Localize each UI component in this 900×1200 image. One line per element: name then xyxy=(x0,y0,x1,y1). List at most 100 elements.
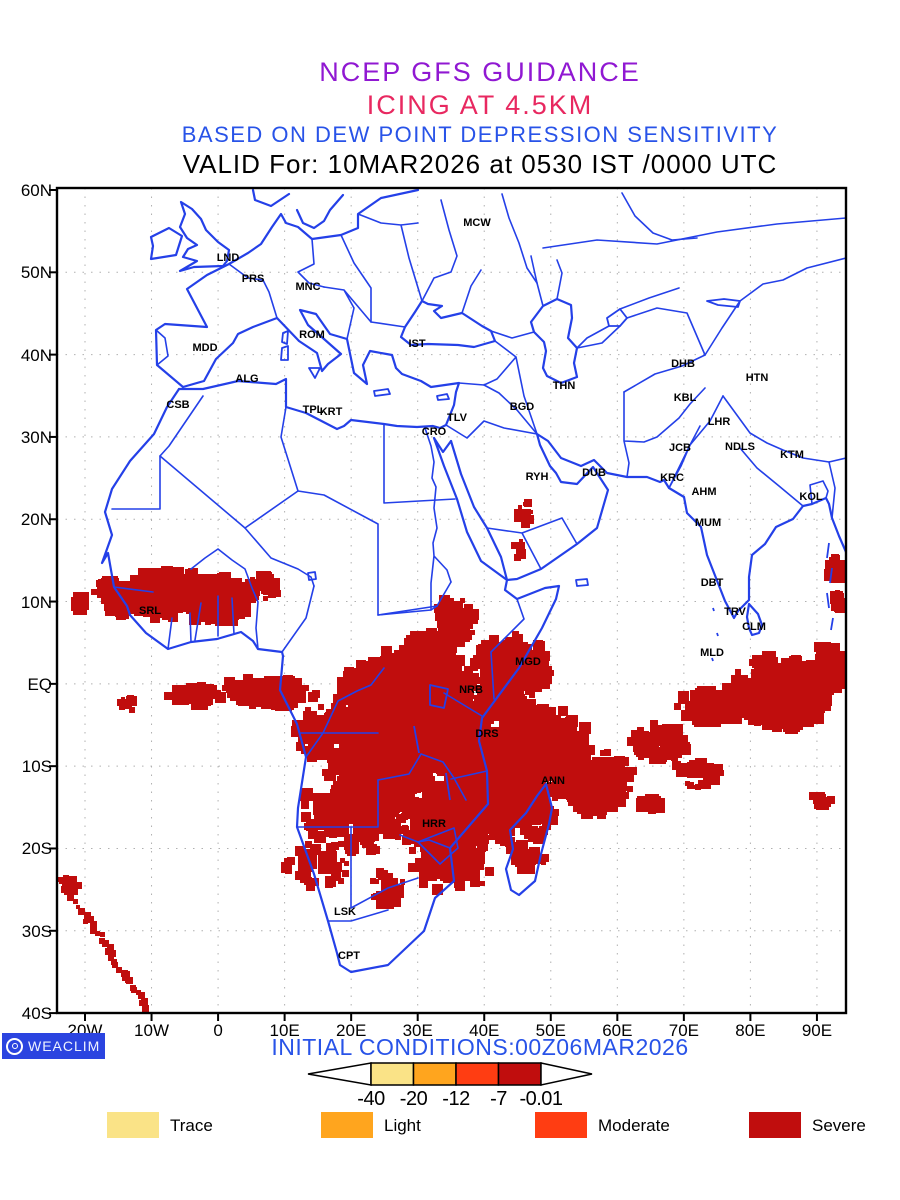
icing-cell xyxy=(427,826,438,837)
icing-cell xyxy=(129,707,135,713)
icing-cell xyxy=(353,740,370,757)
icing-cell xyxy=(109,950,116,957)
border-burma-india xyxy=(828,461,836,519)
icing-cell xyxy=(348,693,357,702)
icing-cell xyxy=(333,694,344,705)
icing-cell xyxy=(311,878,319,886)
y-tick-label: 40S xyxy=(21,1004,52,1024)
icing-cell xyxy=(691,700,711,720)
station-label: DRS xyxy=(475,728,498,740)
icing-cell xyxy=(130,602,137,609)
logo-text: WEACLIM xyxy=(28,1038,101,1054)
icing-cell xyxy=(348,804,364,820)
border-drc-angola xyxy=(296,732,379,828)
coastlines-and-borders xyxy=(100,188,846,974)
icing-cell xyxy=(842,568,846,576)
y-tick-label: 20N xyxy=(20,510,52,530)
icing-cell xyxy=(75,882,82,889)
x-tick-label: 0 xyxy=(213,1021,223,1040)
station-label: KTM xyxy=(780,449,804,461)
sri-lanka xyxy=(745,602,764,637)
icing-cell xyxy=(507,677,524,694)
icing-cell xyxy=(516,542,525,551)
icing-cell xyxy=(650,720,658,728)
x-tick-label: 30E xyxy=(402,1021,433,1040)
icing-cell xyxy=(421,851,432,862)
river-nile xyxy=(424,427,452,611)
icing-cell xyxy=(257,572,272,587)
x-tick-label: 70E xyxy=(668,1021,699,1040)
station-label: NDLS xyxy=(725,441,755,453)
icing-cell xyxy=(143,607,153,617)
border-jordan-iraq-saudi xyxy=(445,420,538,439)
icing-cell xyxy=(122,608,130,616)
icing-cell xyxy=(411,802,424,815)
icing-cell xyxy=(360,836,369,845)
icing-cell xyxy=(829,566,840,577)
icing-cell xyxy=(743,693,755,705)
river-euphrates xyxy=(483,384,538,435)
icing-cell xyxy=(95,931,100,936)
icing-cell xyxy=(185,569,192,576)
station-label: LND xyxy=(217,252,240,264)
border-namibia-botswana-sa xyxy=(327,826,419,922)
icing-cell xyxy=(557,763,567,773)
icing-cell xyxy=(100,932,105,937)
colorbar-tick-label: -0.01 xyxy=(519,1088,563,1110)
border-ivory-liberia xyxy=(167,612,192,650)
icing-cell xyxy=(800,713,814,727)
icing-cell xyxy=(315,796,331,812)
icing-cell xyxy=(305,707,311,713)
icing-cell xyxy=(512,543,518,549)
icing-cell xyxy=(411,714,418,721)
icing-cell xyxy=(105,948,112,955)
icing-cell xyxy=(363,807,374,818)
legend-swatch-moderate xyxy=(535,1112,587,1138)
icing-cell xyxy=(533,806,544,817)
icing-cell xyxy=(301,812,311,822)
icing-cell xyxy=(714,764,723,773)
y-tick-label: 20S xyxy=(21,839,52,859)
icing-cell xyxy=(421,720,427,726)
icing-cell xyxy=(402,825,408,831)
icing-cell xyxy=(179,693,190,704)
icing-cell xyxy=(301,801,309,809)
legend-label: Moderate xyxy=(598,1116,670,1135)
icing-cell xyxy=(404,664,417,677)
station-label: CRO xyxy=(422,426,447,438)
icing-cell xyxy=(308,830,317,839)
border-egypt-libya-sudan xyxy=(383,423,456,504)
icing-cell xyxy=(356,660,366,670)
icing-cell xyxy=(446,640,454,648)
icing-cell xyxy=(787,721,795,729)
icing-cell xyxy=(324,822,339,837)
icing-cell xyxy=(433,677,441,685)
icing-cell xyxy=(597,810,606,819)
icing-cell xyxy=(274,590,281,597)
icing-cell xyxy=(287,857,295,865)
icing-cell xyxy=(806,664,813,671)
icing-cell xyxy=(205,619,211,625)
lake-victoria xyxy=(429,684,449,709)
icing-cell xyxy=(592,810,598,816)
x-tick-label: 80E xyxy=(735,1021,766,1040)
icing-cell xyxy=(473,826,482,835)
icing-cell xyxy=(465,815,473,823)
icing-cell xyxy=(73,601,87,615)
icing-cell xyxy=(119,704,125,710)
icing-cell xyxy=(136,600,144,608)
station-label: KRC xyxy=(660,472,684,484)
icing-cell xyxy=(469,794,480,805)
icing-cell xyxy=(751,714,762,725)
coastline-great-britain xyxy=(178,200,231,273)
icing-cell xyxy=(541,680,550,689)
station-label: NRB xyxy=(459,684,483,696)
icing-cell xyxy=(532,855,541,864)
icing-cell xyxy=(419,698,428,707)
icing-cell xyxy=(415,865,422,872)
weaclim-logo: WEACLIM xyxy=(2,1033,105,1059)
icing-cell xyxy=(657,752,667,762)
colorbar-left-arrow xyxy=(307,1062,372,1086)
icing-cell xyxy=(291,726,302,737)
